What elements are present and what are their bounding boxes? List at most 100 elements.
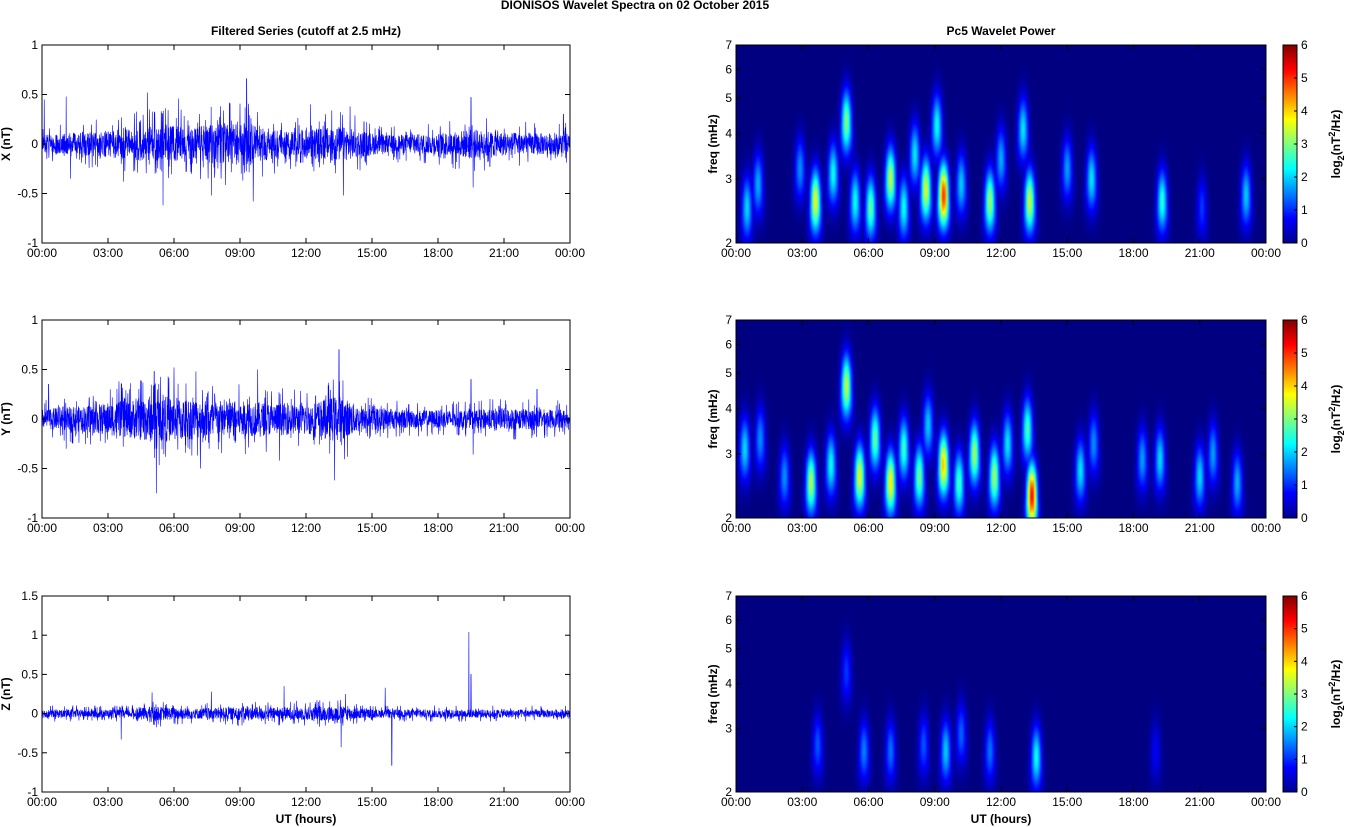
series-x-ytick-label: 0 xyxy=(31,137,38,151)
wavelet-z-xtick-label: 00:00 xyxy=(1251,795,1281,809)
series-x-panel: 1 0.5 0 -0.5 -1 X (nT) 00:00 03:00 06:00 09:00 12:… xyxy=(0,38,585,260)
wavelet-x-colorbar-tick-label: 5 xyxy=(1301,71,1308,85)
wavelet-y-ylabel: freq (mHz) xyxy=(706,389,720,448)
series-z-ytick-label: -1 xyxy=(27,785,38,799)
wavelet-y-ytick-label: 5 xyxy=(725,366,732,380)
wavelet-y-colorbar-tick-label: 3 xyxy=(1301,412,1308,426)
series-z-line xyxy=(42,632,570,766)
wavelet-x-xtick-label: 12:00 xyxy=(986,246,1016,260)
wavelet-z-ytick-label: 2 xyxy=(725,785,732,799)
wavelet-z-colorbar-tick-label: 4 xyxy=(1301,654,1308,668)
series-z-xtick-label: 12:00 xyxy=(291,795,321,809)
wavelet-y-xtick-label: 15:00 xyxy=(1052,521,1082,535)
series-z-xtick-label: 00:00 xyxy=(27,795,57,809)
series-z-ytick-label: 0 xyxy=(31,707,38,721)
series-y-xtick-label: 00:00 xyxy=(27,521,57,535)
left-column-title: Filtered Series (cutoff at 2.5 mHz) xyxy=(211,24,401,38)
wavelet-x-xtick-label: 21:00 xyxy=(1185,246,1215,260)
wavelet-y-xtick-label: 12:00 xyxy=(986,521,1016,535)
series-z-xlabel: UT (hours) xyxy=(276,812,337,826)
series-y-xtick-label: 15:00 xyxy=(357,521,387,535)
series-y-xtick-label: 12:00 xyxy=(291,521,321,535)
series-z-ylabel: Z (nT) xyxy=(0,677,13,710)
series-z-xtick-label: 09:00 xyxy=(225,795,255,809)
wavelet-y-colorbar-tick-label: 6 xyxy=(1301,313,1308,327)
wavelet-z-xtick-label: 09:00 xyxy=(920,795,950,809)
wavelet-x-ytick-label: 2 xyxy=(725,236,732,250)
wavelet-z-xtick-label: 15:00 xyxy=(1052,795,1082,809)
wavelet-x-xtick-label: 09:00 xyxy=(920,246,950,260)
right-column-title: Pc5 Wavelet Power xyxy=(947,24,1056,38)
series-x-xtick-label: 18:00 xyxy=(423,246,453,260)
series-z-xtick-label: 06:00 xyxy=(159,795,189,809)
wavelet-x-xtick-label: 00:00 xyxy=(1251,246,1281,260)
series-y-ytick-label: 1 xyxy=(31,313,38,327)
wavelet-z-panel: 7 6 5 4 3 2 freq (mHz) 00:00 03:00 06:00 09:00 12:0… xyxy=(706,589,1346,826)
series-z-panel: 1.5 1 0.5 0 -0.5 -1 Z (nT) 00:00 03:00 06:00 09:00… xyxy=(0,589,585,826)
series-x-ytick-label: 0.5 xyxy=(21,88,38,102)
series-x-ylabel: X (nT) xyxy=(0,127,13,161)
wavelet-x-xtick-label: 15:00 xyxy=(1052,246,1082,260)
wavelet-y-colorbar-tick-label: 2 xyxy=(1301,445,1308,459)
wavelet-x-colorbar-tick-label: 4 xyxy=(1301,104,1308,118)
wavelet-z-colorbar-tick-label: 3 xyxy=(1301,687,1308,701)
series-y-line xyxy=(42,349,570,494)
wavelet-y-xtick-label: 00:00 xyxy=(721,521,751,535)
wavelet-z-colorbar-tick-label: 6 xyxy=(1301,589,1308,603)
series-y-xtick-label: 21:00 xyxy=(489,521,519,535)
wavelet-z-colorbar-tick-label: 2 xyxy=(1301,720,1308,734)
wavelet-x-xtick-label: 00:00 xyxy=(721,246,751,260)
wavelet-z-colorbar-tick-label: 0 xyxy=(1301,785,1308,799)
wavelet-z-colorbar-label: log2(nT2/Hz) xyxy=(1327,660,1346,729)
wavelet-z-colorbar-tick-label: 1 xyxy=(1301,752,1308,766)
wavelet-y-xtick-label: 18:00 xyxy=(1118,521,1148,535)
series-x-line xyxy=(42,78,570,206)
series-y-xtick-label: 06:00 xyxy=(159,521,189,535)
series-x-xtick-label: 15:00 xyxy=(357,246,387,260)
wavelet-y-ytick-label: 2 xyxy=(725,511,732,525)
series-x-xtick-label: 00:00 xyxy=(555,246,585,260)
wavelet-x-colorbar-tick-label: 0 xyxy=(1301,236,1308,250)
wavelet-x-xtick-label: 06:00 xyxy=(853,246,883,260)
series-y-ytick-label: -0.5 xyxy=(17,462,38,476)
wavelet-y-colorbar-tick-label: 0 xyxy=(1301,511,1308,525)
wavelet-y-ytick-label: 4 xyxy=(725,401,732,415)
wavelet-x-ytick-label: 3 xyxy=(725,172,732,186)
wavelet-y-colorbar-tick-label: 5 xyxy=(1301,346,1308,360)
wavelet-x-heatmap xyxy=(736,45,1266,243)
wavelet-z-xtick-label: 06:00 xyxy=(853,795,883,809)
series-y-ytick-label: 0 xyxy=(31,412,38,426)
wavelet-y-xtick-label: 06:00 xyxy=(853,521,883,535)
wavelet-x-colorbar-tick-label: 6 xyxy=(1301,38,1308,52)
wavelet-z-xtick-label: 12:00 xyxy=(986,795,1016,809)
wavelet-x-ytick-label: 5 xyxy=(725,91,732,105)
series-y-xtick-label: 09:00 xyxy=(225,521,255,535)
wavelet-z-xtick-label: 00:00 xyxy=(721,795,751,809)
series-y-xtick-label: 00:00 xyxy=(555,521,585,535)
wavelet-z-ytick-label: 4 xyxy=(725,677,732,691)
series-y-xtick-label: 03:00 xyxy=(93,521,123,535)
wavelet-x-colorbar-label: log2(nT2/Hz) xyxy=(1327,110,1346,179)
series-z-xtick-label: 03:00 xyxy=(93,795,123,809)
wavelet-x-xtick-label: 03:00 xyxy=(787,246,817,260)
wavelet-z-colorbar-tick-label: 5 xyxy=(1301,622,1308,636)
wavelet-z-ytick-label: 3 xyxy=(725,722,732,736)
wavelet-y-colorbar-tick-label: 4 xyxy=(1301,379,1308,393)
wavelet-z-xlabel: UT (hours) xyxy=(971,812,1032,826)
series-x-xtick-label: 09:00 xyxy=(225,246,255,260)
wavelet-z-heatmap xyxy=(736,596,1266,792)
series-x-xtick-label: 03:00 xyxy=(93,246,123,260)
wavelet-x-colorbar-tick-label: 2 xyxy=(1301,170,1308,184)
series-x-ytick-label: -1 xyxy=(27,236,38,250)
wavelet-x-xtick-label: 18:00 xyxy=(1118,246,1148,260)
wavelet-x-panel: 7 6 5 4 3 2 freq (mHz) 00:00 03:00 06:00 09:00 12:0… xyxy=(706,38,1346,260)
wavelet-y-ytick-label: 3 xyxy=(725,447,732,461)
series-z-ytick-label: -0.5 xyxy=(17,746,38,760)
wavelet-y-ytick-label: 6 xyxy=(725,337,732,351)
series-x-xtick-label: 12:00 xyxy=(291,246,321,260)
wavelet-y-panel: 7 6 5 4 3 2 freq (mHz) 00:00 03:00 06:00 09:00 12:0… xyxy=(706,313,1346,535)
wavelet-z-ytick-label: 6 xyxy=(725,613,732,627)
wavelet-x-ytick-label: 7 xyxy=(725,38,732,52)
wavelet-y-xtick-label: 00:00 xyxy=(1251,521,1281,535)
